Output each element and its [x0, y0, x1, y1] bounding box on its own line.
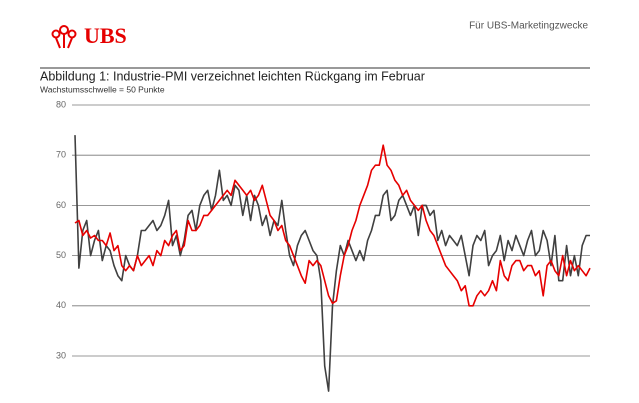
y-tick-label: 80 — [56, 99, 66, 109]
y-tick-label: 70 — [56, 150, 66, 160]
y-tick-label: 60 — [56, 200, 66, 210]
chart-title: Abbildung 1: Industrie-PMI verzeichnet l… — [40, 69, 425, 83]
line-series — [74, 144, 591, 307]
line-series — [74, 135, 590, 392]
logo-text: UBS — [84, 23, 127, 48]
y-tick-label: 50 — [56, 250, 66, 260]
y-tick-label: 40 — [56, 300, 66, 310]
y-tick-label: 30 — [56, 350, 66, 360]
chart-subtitle: Wachstumsschwelle = 50 Punkte — [40, 84, 165, 94]
header-note: Für UBS-Marketingzwecke — [469, 21, 588, 32]
logo — [51, 25, 77, 49]
